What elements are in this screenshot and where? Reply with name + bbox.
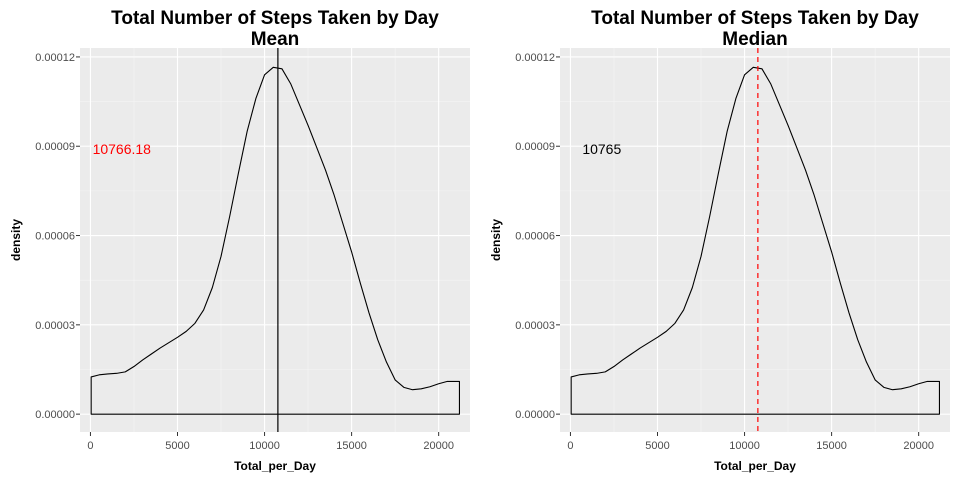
- x-tick-label: 5000: [165, 440, 189, 452]
- x-tick-label: 0: [567, 440, 573, 452]
- x-tick-label: 10000: [249, 440, 280, 452]
- x-axis-label: Total_per_Day: [234, 459, 316, 473]
- y-tick-label: 0.00006: [35, 231, 75, 243]
- y-tick-label: 0.00003: [35, 320, 75, 332]
- chart-title: Total Number of Steps Taken by Day: [111, 8, 439, 29]
- y-tick-label: 0.00000: [515, 409, 555, 421]
- value-annotation: 10766.18: [93, 141, 152, 157]
- x-tick-label: 0: [87, 440, 93, 452]
- value-annotation: 10765: [582, 141, 621, 157]
- plot-background: [80, 48, 470, 432]
- x-tick-label: 15000: [336, 440, 367, 452]
- plot-background: [560, 48, 950, 432]
- y-tick-label: 0.00006: [515, 231, 555, 243]
- density-curve: [570, 66, 940, 415]
- y-tick-label: 0.00003: [515, 320, 555, 332]
- chart-panel-1: 10766.18 0.00000 0.00003 0.00006 0.00009 0.00…: [9, 8, 470, 473]
- y-tick-label: 0.00009: [515, 141, 555, 153]
- y-tick-label: 0.00012: [515, 52, 555, 64]
- chart-title: Total Number of Steps Taken by Day: [591, 8, 919, 29]
- y-tick-label: 0.00012: [35, 52, 75, 64]
- y-axis-label: density: [9, 219, 23, 261]
- x-tick-label: 10000: [729, 440, 760, 452]
- y-tick-label: 0.00009: [35, 141, 75, 153]
- chart-subtitle: Mean: [251, 29, 300, 50]
- chart-subtitle: Median: [722, 29, 787, 50]
- y-tick-label: 0.00000: [35, 409, 75, 421]
- x-tick-label: 5000: [645, 440, 669, 452]
- chart-panel-2: 10765 0.00000 0.00003 0.00006 0.00009 0.00012…: [489, 8, 950, 473]
- x-tick-label: 20000: [423, 440, 454, 452]
- x-axis-label: Total_per_Day: [714, 459, 796, 473]
- x-tick-label: 15000: [816, 440, 847, 452]
- density-curve: [90, 66, 460, 415]
- y-axis-label: density: [489, 219, 503, 261]
- x-tick-label: 20000: [903, 440, 934, 452]
